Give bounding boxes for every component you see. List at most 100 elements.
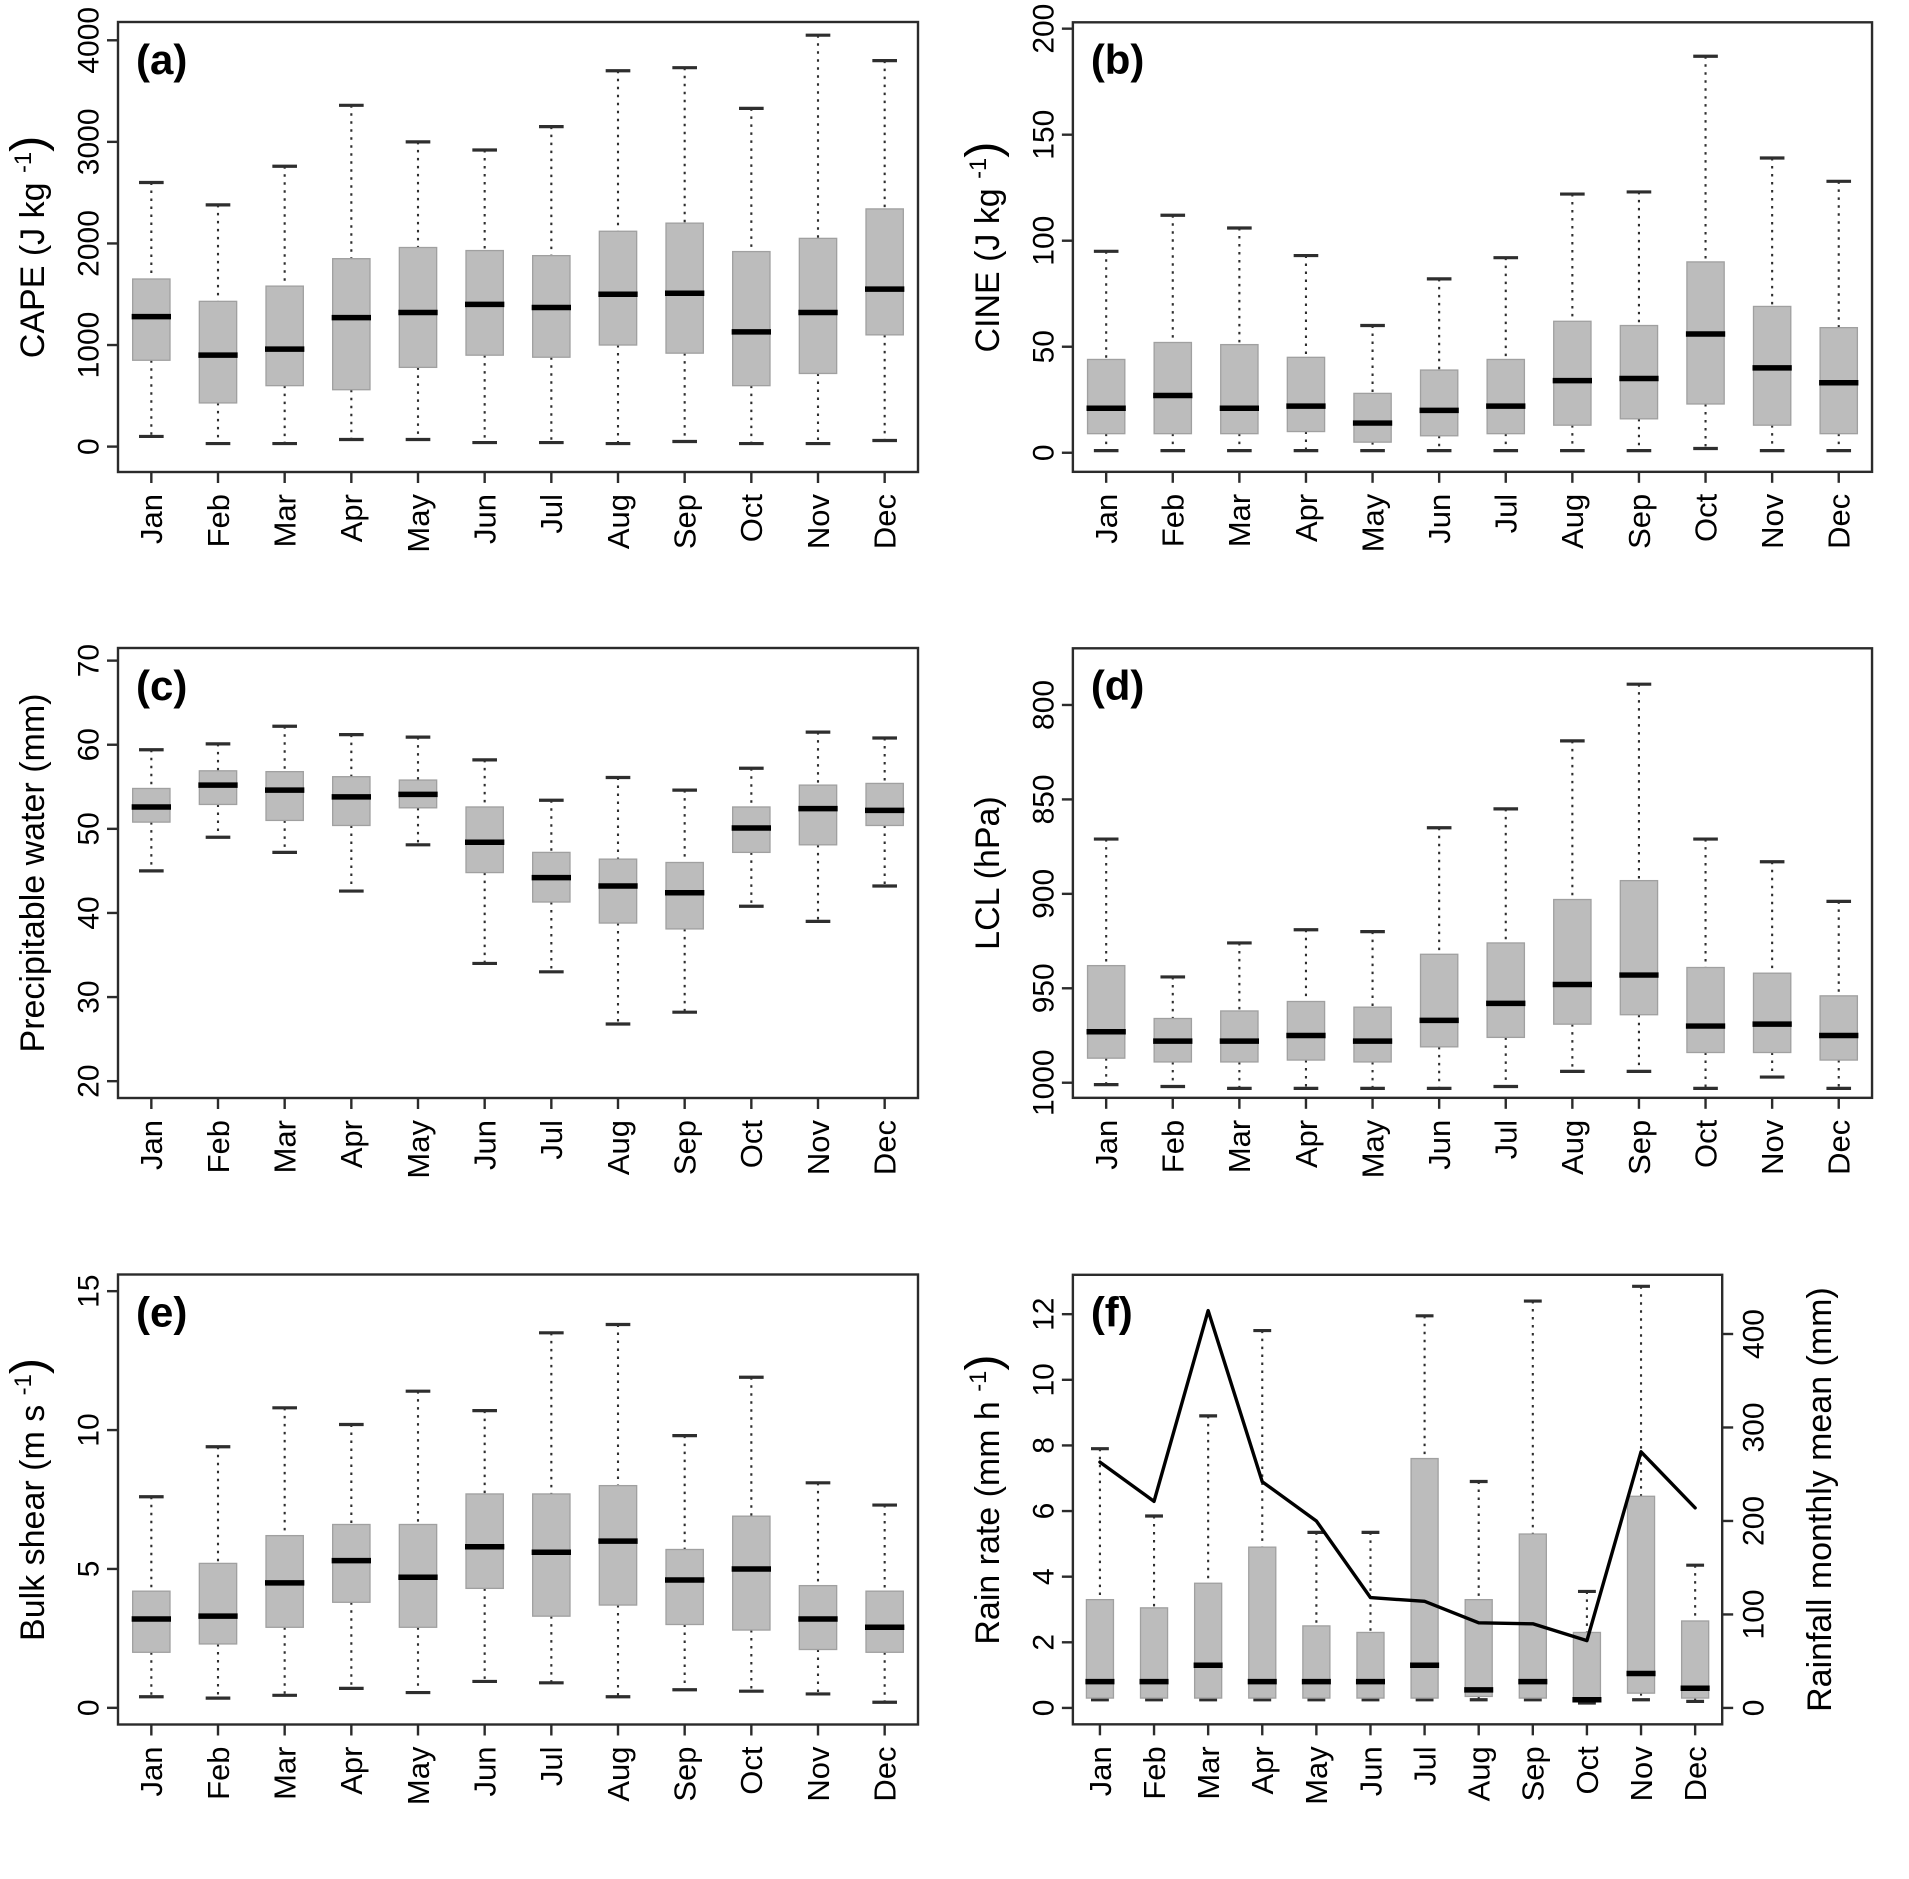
- month-label: Apr: [334, 1120, 369, 1168]
- month-label: Jan: [1089, 1120, 1124, 1170]
- y-tick-label: 800: [1027, 680, 1060, 730]
- y-tick-label: 0: [73, 438, 106, 455]
- panel-e-bulk-shear: 0 5 10 15 Jan Feb Mar Apr May Jun Jul Aug Sep Oct Nov D…: [0, 1252, 955, 1879]
- month-label: Nov: [1624, 1746, 1659, 1802]
- boxplot-box: [1626, 1495, 1656, 1694]
- month-label: Dec: [868, 1747, 903, 1802]
- y-tick-label: 0: [73, 1699, 106, 1716]
- y-tick-label: 4000: [73, 7, 106, 74]
- plot-frame: [1071, 647, 1874, 1100]
- boxplot-box: [1220, 1010, 1259, 1063]
- boxplot-box: [1572, 1631, 1602, 1703]
- y-tick-label: 2000: [73, 210, 106, 277]
- right-tick-label: 300: [1738, 1402, 1771, 1452]
- month-label: Jul: [534, 494, 569, 534]
- month-label: Dec: [1822, 1120, 1857, 1175]
- month-label: Jan: [134, 494, 169, 544]
- y-tick-label: 10: [73, 1413, 106, 1446]
- boxplot-box: [865, 208, 904, 336]
- boxplot-box: [1486, 942, 1526, 1039]
- right-tick-label: 100: [1738, 1589, 1771, 1639]
- y-tick-label: 40: [73, 896, 106, 929]
- month-label: Nov: [801, 1120, 836, 1176]
- boxplot-box: [1286, 356, 1326, 433]
- month-label: Oct: [1570, 1746, 1605, 1795]
- month-label: Sep: [1516, 1746, 1551, 1801]
- month-label: Jan: [134, 1120, 169, 1170]
- boxplot-box: [265, 770, 304, 822]
- panel-b-cine: 0 50 100 150 200 Jan Feb Mar Apr May Jun Jul Aug Sep O…: [955, 0, 1909, 626]
- month-label: Feb: [1156, 494, 1191, 547]
- right-tick-label: 200: [1738, 1496, 1771, 1546]
- panel-d-svg: 800 850 900 950 1000 Jan Feb Mar Apr May Jun Jul Aug…: [969, 647, 1874, 1178]
- panel-c-svg: 20 30 40 50 60 70 Jan Feb Mar Apr May Jun Jul Aug Sep O…: [14, 644, 920, 1179]
- panel-b-svg: 0 50 100 150 200 Jan Feb Mar Apr May Jun Jul Aug Sep O…: [956, 4, 1874, 552]
- y-tick-label: 60: [73, 728, 106, 761]
- month-label: Dec: [1678, 1746, 1713, 1801]
- boxplot-box: [332, 1523, 371, 1603]
- month-label: Jan: [1089, 494, 1124, 544]
- y-tick-label: 950: [1027, 963, 1060, 1013]
- y-tick-label: 4: [1027, 1568, 1060, 1585]
- y-tick-label: 1000: [73, 312, 106, 379]
- month-label: Oct: [1688, 493, 1723, 542]
- month-label: Oct: [1688, 1119, 1723, 1168]
- month-label: Feb: [1156, 1120, 1191, 1173]
- boxplot-box: [1619, 324, 1659, 420]
- y-tick-label: 850: [1027, 774, 1060, 824]
- y-tick-label: 30: [73, 980, 106, 1013]
- boxplot-box: [1086, 964, 1126, 1059]
- month-label: Jun: [468, 1747, 503, 1797]
- boxplot-box: [1680, 1620, 1710, 1699]
- boxplot-box: [198, 1562, 238, 1645]
- month-label: Mar: [1222, 1120, 1257, 1173]
- boxplot-box: [1248, 1546, 1277, 1699]
- month-label: Sep: [668, 1120, 703, 1175]
- month-label: Jun: [1422, 1120, 1457, 1170]
- boxplot-box: [1153, 341, 1193, 435]
- month-label: Aug: [1555, 494, 1590, 549]
- y-tick-label: 150: [1027, 110, 1060, 160]
- month-label: May: [401, 1120, 436, 1179]
- month-label: Jan: [1083, 1746, 1118, 1796]
- month-label: May: [401, 1746, 436, 1805]
- boxplot-box: [1686, 966, 1725, 1054]
- month-label: Dec: [868, 1120, 903, 1175]
- panel-letter: (e): [136, 1289, 187, 1336]
- y-tick-label: 6: [1027, 1503, 1060, 1520]
- y-tick-label: 0: [1027, 1700, 1060, 1717]
- month-label: Nov: [801, 494, 836, 550]
- month-label: Mar: [268, 494, 303, 547]
- month-label: Apr: [1245, 1746, 1280, 1794]
- y-tick-label: 200: [1027, 4, 1060, 54]
- y-tick-label: 12: [1027, 1298, 1060, 1331]
- month-label: Apr: [334, 494, 369, 542]
- panel-a-cape: 0 1000 2000 3000 4000 Jan Feb Mar Apr May Jun Jul Au…: [0, 0, 955, 626]
- month-label: May: [401, 494, 436, 553]
- boxplot-box: [1286, 1000, 1326, 1061]
- month-label: Aug: [601, 1747, 636, 1802]
- y-tick-label: 70: [73, 644, 106, 677]
- boxplot-box: [1464, 1598, 1493, 1698]
- month-label: Aug: [601, 494, 636, 549]
- month-label: Apr: [1289, 1120, 1324, 1168]
- boxplot-box: [465, 1493, 504, 1590]
- panel-letter: (d): [1091, 662, 1145, 709]
- y-tick-label: 15: [73, 1274, 106, 1307]
- boxplot-box: [1353, 1006, 1392, 1063]
- month-label: Oct: [734, 494, 769, 543]
- month-label: Nov: [1755, 1119, 1790, 1175]
- panel-letter: (c): [136, 662, 187, 709]
- y-tick-label: 8: [1027, 1437, 1060, 1454]
- boxplot-box: [332, 776, 371, 827]
- month-label: Jun: [1353, 1746, 1388, 1796]
- month-label: Nov: [1755, 493, 1790, 549]
- y-axis-title: Rain rate (mm h -1): [956, 1355, 1010, 1645]
- month-label: Feb: [201, 494, 236, 547]
- month-label: Jul: [534, 1120, 569, 1160]
- rainfall-mean-line: [1098, 1308, 1697, 1643]
- right-tick-label: 0: [1738, 1700, 1771, 1717]
- panel-d-lcl: 800 850 900 950 1000 Jan Feb Mar Apr May Jun Jul Aug…: [955, 626, 1909, 1252]
- boxplot-box: [1752, 972, 1792, 1054]
